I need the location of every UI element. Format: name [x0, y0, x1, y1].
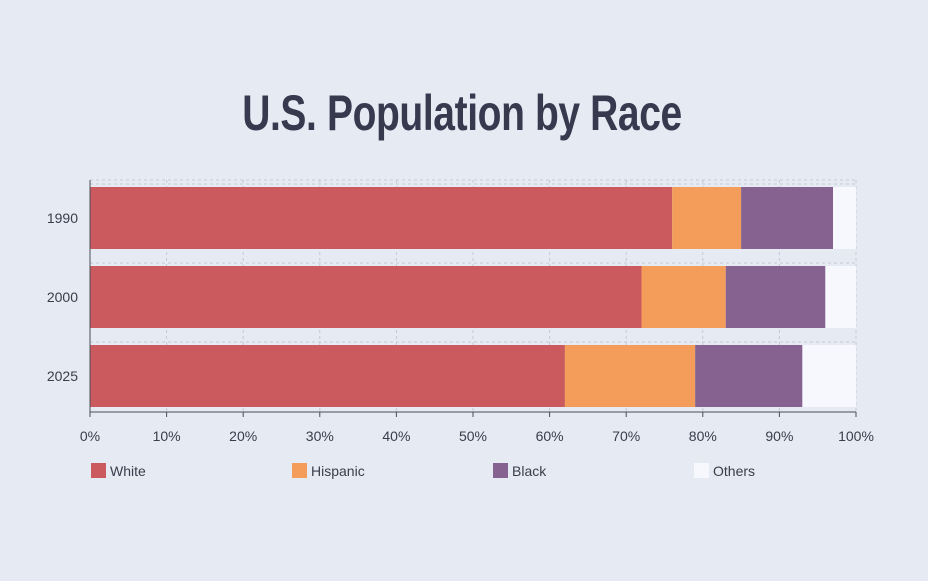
- legend-label-hispanic: Hispanic: [311, 463, 365, 479]
- bar-2025-white: [90, 345, 565, 407]
- x-tick-label: 10%: [153, 428, 181, 444]
- bar-2000-others: [825, 266, 856, 328]
- bar-1990-black: [741, 187, 834, 249]
- x-tick-label: 0%: [80, 428, 100, 444]
- legend-swatch-others: [694, 463, 709, 478]
- x-tick-label: 60%: [536, 428, 564, 444]
- y-category-label: 1990: [47, 210, 78, 226]
- y-category-label: 2000: [47, 289, 78, 305]
- x-tick-label: 50%: [459, 428, 487, 444]
- legend-swatch-hispanic: [292, 463, 307, 478]
- bar-group: [90, 187, 856, 407]
- bar-1990-white: [90, 187, 673, 249]
- bar-2000-black: [725, 266, 826, 328]
- y-category-label: 2025: [47, 368, 78, 384]
- x-tick-label: 40%: [382, 428, 410, 444]
- x-tick-label: 90%: [765, 428, 793, 444]
- x-tick-label: 80%: [689, 428, 717, 444]
- legend-label-white: White: [110, 463, 146, 479]
- x-tick-label: 100%: [838, 428, 874, 444]
- x-axis-ticks: 0% 10% 20% 30% 40% 50% 60% 70% 80% 90% 100%: [80, 412, 874, 444]
- legend-swatch-white: [91, 463, 106, 478]
- bar-1990-others: [833, 187, 856, 249]
- legend-label-black: Black: [512, 463, 547, 479]
- chart-title: U.S. Population by Race: [242, 85, 682, 141]
- bar-2000-white: [90, 266, 642, 328]
- bar-2025-black: [695, 345, 803, 407]
- x-tick-label: 30%: [306, 428, 334, 444]
- legend-swatch-black: [493, 463, 508, 478]
- bar-2025-hispanic: [564, 345, 696, 407]
- legend-label-others: Others: [713, 463, 755, 479]
- y-axis-labels: 1990 2000 2025: [47, 210, 78, 384]
- bar-1990-hispanic: [672, 187, 742, 249]
- legend: White Hispanic Black Others: [91, 463, 755, 479]
- x-tick-label: 70%: [612, 428, 640, 444]
- x-tick-label: 20%: [229, 428, 257, 444]
- bar-2000-hispanic: [641, 266, 726, 328]
- bar-2025-others: [802, 345, 856, 407]
